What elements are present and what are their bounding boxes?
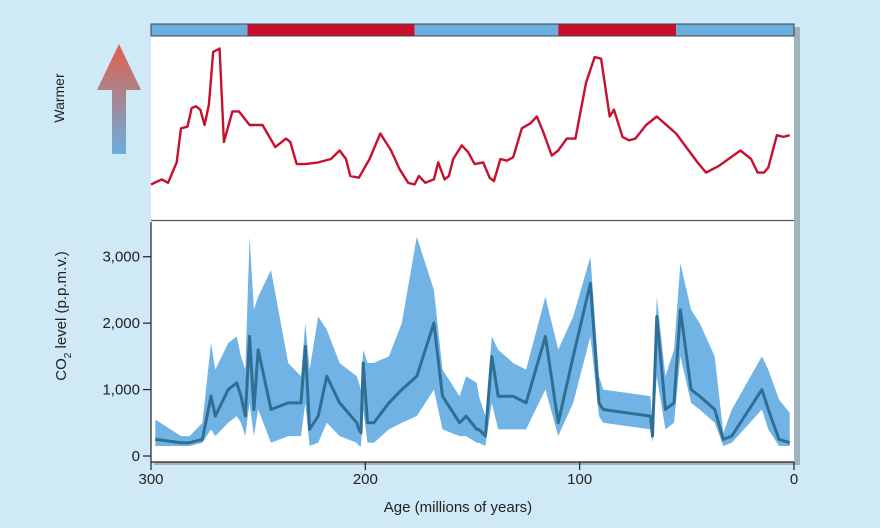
climate-band-cool [676, 24, 794, 36]
temperature-series-line [150, 47, 791, 186]
climate-band-warm [558, 24, 677, 36]
temperature-axis-label: Warmer [51, 73, 67, 123]
temperature-panel [150, 47, 794, 222]
x-tick-label: 100 [567, 471, 592, 488]
co2-axis-label: CO2 level (p.p.m.v.) [53, 251, 74, 380]
y-tick-label: 1,000 [102, 382, 140, 399]
x-tick-label: 0 [790, 471, 798, 488]
climate-band-cool [414, 24, 559, 36]
climate-band-border [150, 23, 795, 37]
y-tick-label: 3,000 [102, 249, 140, 266]
y-tick-label: 2,000 [102, 315, 140, 332]
x-tick-label: 300 [138, 471, 163, 488]
co2-y-axis: 0 1,000 2,000 3,000 [102, 222, 152, 465]
x-axis: 300 200 100 0 [138, 461, 798, 488]
climate-band-cool [151, 24, 248, 36]
co2-panel: 0 1,000 2,000 3,000 [102, 222, 791, 465]
co2-series-line [155, 281, 791, 445]
climate-band-strip [150, 23, 795, 37]
x-tick-label: 200 [353, 471, 378, 488]
warmer-arrow-icon [97, 44, 141, 154]
y-tick-label: 0 [132, 448, 140, 465]
co2-uncertainty-range [155, 236, 790, 446]
x-axis-label: Age (millions of years) [384, 499, 532, 516]
climate-band-warm [247, 24, 415, 36]
